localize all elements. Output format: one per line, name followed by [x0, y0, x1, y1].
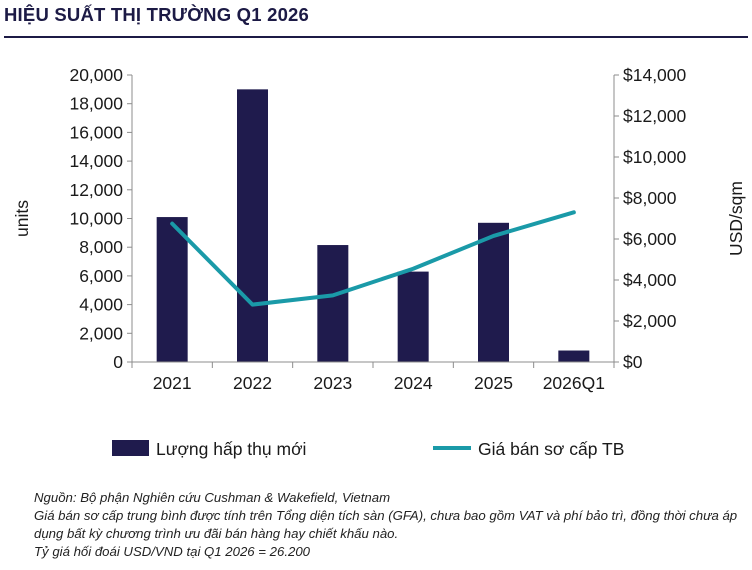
- left-tick-label: 2,000: [79, 323, 123, 343]
- note-price-definition: Giá bán sơ cấp trung bình được tính trên…: [34, 508, 738, 541]
- right-tick-label: $8,000: [623, 188, 677, 208]
- right-tick-label: $2,000: [623, 311, 677, 331]
- right-axis-title: USD/sqm: [726, 181, 746, 256]
- market-performance-chart: 0 2,000 4,000 6,000 8,000 10,000 12,000 14,000 1…: [12, 65, 746, 459]
- chart-title: HIỆU SUẤT THỊ TRƯỜNG Q1 2026: [4, 4, 310, 25]
- note-source: Nguồn: Bộ phận Nghiên cứu Cushman & Wake…: [34, 490, 391, 505]
- x-tick-label: 2024: [394, 373, 433, 393]
- right-tick-label: $12,000: [623, 106, 687, 126]
- bar-2025: [478, 222, 509, 362]
- bar-series-group: [156, 89, 590, 362]
- legend-swatch-bars: [112, 440, 149, 456]
- notes-block: Nguồn: Bộ phận Nghiên cứu Cushman & Wake…: [34, 489, 739, 561]
- price-line: [170, 210, 576, 307]
- left-tick-label: 14,000: [69, 151, 123, 171]
- bar-2022: [237, 89, 268, 362]
- left-tick-label: 18,000: [69, 94, 123, 114]
- left-tick-label: 12,000: [69, 180, 123, 200]
- title-rule: [4, 36, 748, 38]
- x-tick-label: 2025: [474, 373, 513, 393]
- right-tick-label: $14,000: [623, 65, 687, 85]
- legend-label-line: Giá bán sơ cấp TB: [478, 439, 624, 459]
- left-tick-label: 10,000: [69, 209, 123, 229]
- x-tick-label: 2021: [153, 373, 192, 393]
- bar-2024: [397, 271, 429, 362]
- right-tick-label: $6,000: [623, 229, 677, 249]
- note-exchange-rate: Tỷ giá hối đoái USD/VND tại Q1 2026 = 26…: [34, 544, 310, 559]
- x-tick-label: 2026Q1: [543, 373, 605, 393]
- left-tick-label: 8,000: [79, 237, 123, 257]
- bar-2021: [156, 217, 188, 362]
- right-tick-label: $4,000: [623, 270, 677, 290]
- bar-2023: [317, 245, 349, 362]
- line-series-group: [170, 210, 576, 307]
- left-tick-label: 16,000: [69, 122, 123, 142]
- bar-2026Q1: [558, 350, 590, 362]
- right-tick-label: $0: [623, 352, 643, 372]
- left-tick-label: 0: [113, 352, 123, 372]
- left-tick-label: 6,000: [79, 266, 123, 286]
- right-tick-label: $10,000: [623, 147, 687, 167]
- x-tick-label: 2022: [233, 373, 272, 393]
- left-axis-title: units: [12, 200, 32, 237]
- legend: Lượng hấp thụ mới Giá bán sơ cấp TB: [112, 439, 624, 459]
- left-tick-label: 20,000: [69, 65, 123, 85]
- left-tick-label: 4,000: [79, 295, 123, 315]
- axes-group: 0 2,000 4,000 6,000 8,000 10,000 12,000 14,000 1…: [12, 65, 746, 393]
- legend-label-bars: Lượng hấp thụ mới: [156, 439, 306, 459]
- x-tick-label: 2023: [313, 373, 352, 393]
